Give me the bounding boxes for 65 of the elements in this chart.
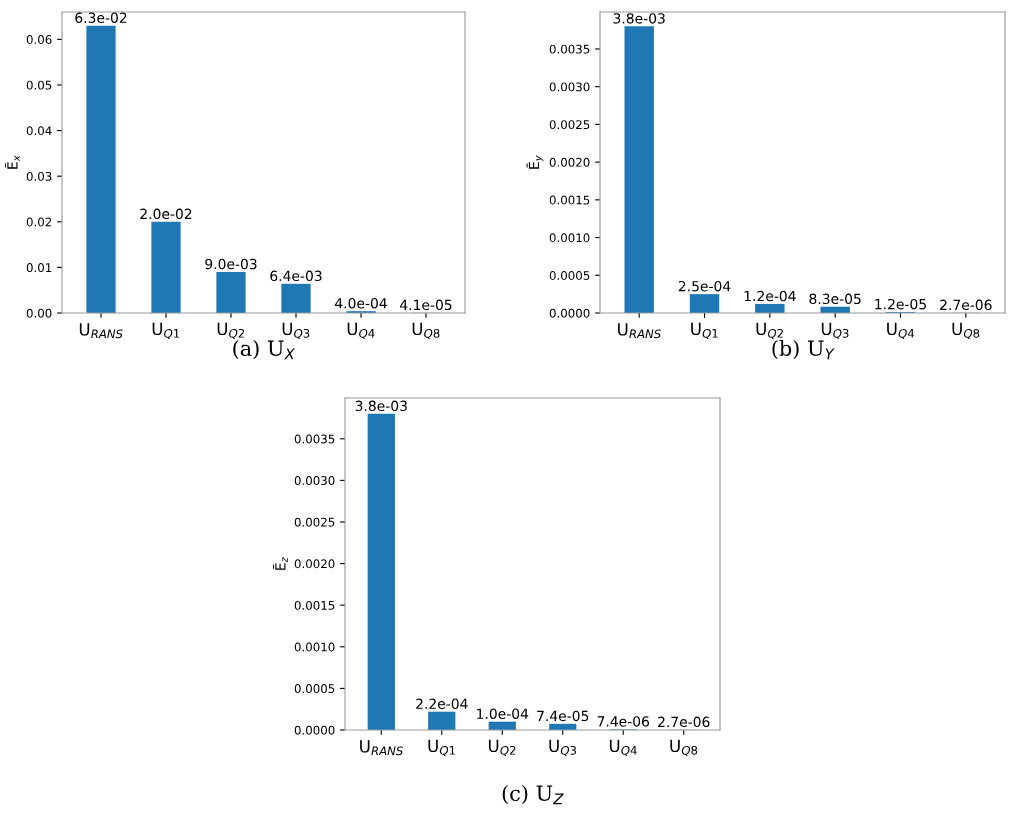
y-tick-label: 0.0000: [294, 725, 335, 735]
text: (c) U$_{Z}$: [502, 784, 564, 805]
data-label: 4.1e-05: [400, 299, 452, 311]
y-tick-label: 0.06: [26, 35, 52, 45]
data-label: 1.0e-04: [477, 708, 529, 719]
data-label: 8.3e-05: [809, 293, 861, 305]
x-tick-label: U$_{Q1}$: [691, 322, 718, 340]
y-tick-label: 0.0010: [549, 233, 590, 243]
y-tick-label: 0.03: [26, 171, 52, 181]
y-tick-label: 0.0030: [294, 476, 335, 486]
data-label: 1.2e-04: [744, 290, 796, 302]
data-label: 2.5e-04: [678, 280, 731, 292]
x-tick-label: U$_{Q8}$: [952, 322, 980, 340]
x-tick-label: U$_{Q2}$: [488, 739, 516, 757]
x-tick-label: U$_{Q4}$: [609, 739, 637, 757]
data-label: 2.0e-02: [140, 208, 192, 220]
x-tick-label: U$_{Q4}$: [887, 322, 915, 340]
y-tick-label: 0.02: [26, 217, 52, 227]
data-label: 7.4e-06: [597, 716, 650, 727]
x-tick-label: U$_{Q3}$: [821, 322, 849, 340]
y-tick-label: 0.0025: [549, 120, 590, 130]
y-tick-label: 0.0020: [549, 157, 590, 167]
data-label: 6.3e-02: [75, 12, 127, 23]
data-label: 9.0e-03: [205, 258, 257, 270]
x-tick-label: U$_{Q3}$: [549, 739, 577, 757]
x-tick-label: U$_{Q8}$: [670, 739, 698, 757]
x-tick-label: U$_{Q2}$: [756, 322, 783, 340]
x-tick-label: U$_{Q3}$: [282, 322, 310, 340]
y-tick-label: 0.0010: [294, 642, 335, 652]
data-label: 2.7e-06: [940, 299, 992, 311]
x-tick-label: U$_{Q1}$: [152, 322, 180, 340]
x-tick-label: U$_{Q4}$: [347, 322, 375, 340]
y-axis-title: Ē$_{x}$: [5, 155, 20, 169]
x-tick-label: U$_{RANS}$: [79, 323, 123, 339]
data-label: 2.7e-06: [658, 716, 710, 728]
y-axis-title: Ē$_{z}$: [273, 557, 288, 570]
data-label: 3.8e-03: [355, 400, 407, 412]
y-tick-label: 0.0015: [549, 195, 590, 205]
data-label: 1.2e-05: [875, 298, 926, 310]
y-tick-label: 0.0030: [549, 82, 590, 92]
data-label: 4.0e-04: [335, 297, 387, 309]
data-label: 2.2e-04: [416, 698, 468, 709]
y-tick-label: 0.0035: [549, 44, 590, 54]
x-tick-label: U$_{Q2}$: [217, 322, 245, 340]
y-tick-label: 0.0005: [549, 271, 590, 280]
y-tick-label: 0.0020: [294, 559, 335, 569]
y-axis-title: Ē$_{y}$: [526, 155, 544, 169]
y-tick-label: 0.04: [26, 126, 52, 136]
y-tick-label: 0.0015: [294, 600, 335, 610]
y-tick-label: 0.0025: [294, 517, 335, 527]
x-tick-label: U$_{Q1}$: [428, 739, 455, 757]
x-tick-label: U$_{Q8}$: [412, 322, 440, 340]
y-tick-label: 0.0005: [294, 684, 335, 694]
text: (b) U$_{Y}$: [772, 339, 835, 360]
text: (a) U$_{X}$: [233, 339, 295, 360]
y-tick-label: 0.0035: [294, 434, 335, 444]
x-tick-label: U$_{RANS}$: [618, 323, 661, 339]
data-label: 6.4e-03: [270, 270, 322, 282]
y-tick-label: 0.01: [26, 263, 52, 273]
y-tick-label: 0.05: [26, 80, 52, 90]
y-tick-label: 0.0000: [549, 308, 590, 318]
data-label: 3.8e-03: [613, 13, 665, 24]
y-tick-label: 0.00: [26, 308, 52, 318]
x-tick-label: U$_{RANS}$: [360, 740, 403, 756]
data-label: 7.4e-05: [537, 710, 589, 722]
